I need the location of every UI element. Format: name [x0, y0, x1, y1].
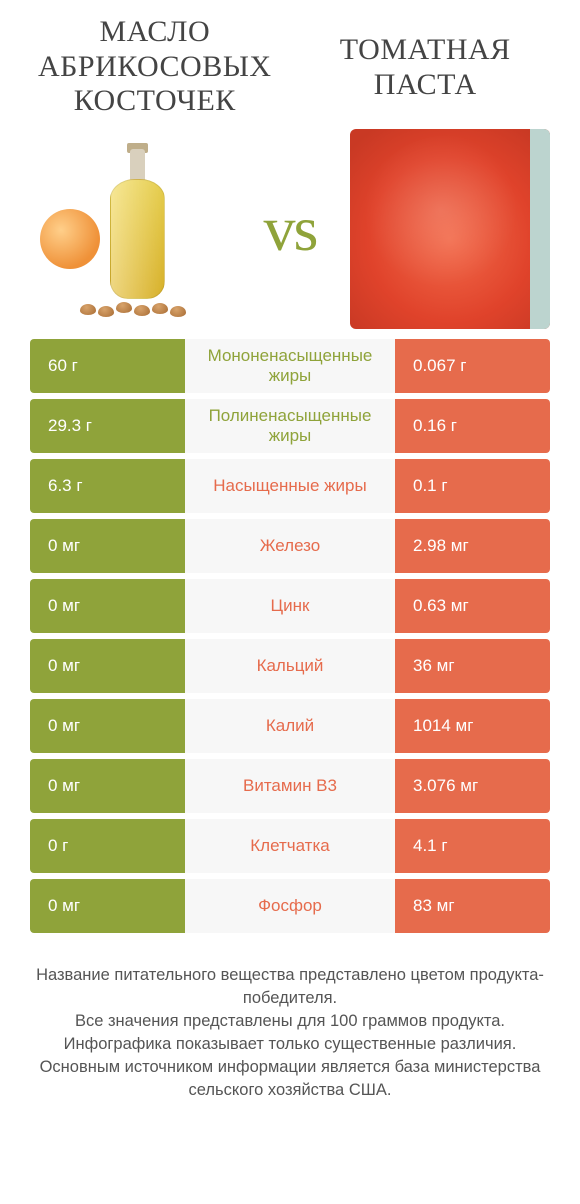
cell-nutrient-label: Полиненасыщенные жиры	[185, 399, 395, 453]
cell-right-value: 0.16 г	[395, 399, 550, 453]
cell-right-value: 83 мг	[395, 879, 550, 933]
vs-label: vs	[264, 192, 317, 266]
cell-right-value: 3.076 мг	[395, 759, 550, 813]
cell-right-value: 4.1 г	[395, 819, 550, 873]
cell-right-value: 2.98 мг	[395, 519, 550, 573]
table-row: 0 мгЖелезо2.98 мг	[30, 519, 550, 573]
cell-nutrient-label: Цинк	[185, 579, 395, 633]
product-left-image	[30, 129, 230, 329]
cell-left-value: 0 мг	[30, 519, 185, 573]
cell-nutrient-label: Кальций	[185, 639, 395, 693]
cell-left-value: 0 мг	[30, 639, 185, 693]
cell-left-value: 6.3 г	[30, 459, 185, 513]
header: МАСЛО АБРИКОСОВЫХ КОСТОЧЕК ТОМАТНАЯ ПАСТ…	[0, 0, 580, 129]
infographic-container: МАСЛО АБРИКОСОВЫХ КОСТОЧЕК ТОМАТНАЯ ПАСТ…	[0, 0, 580, 1204]
footer-line: Название питательного вещества представл…	[25, 964, 555, 1010]
table-row: 0 мгКалий1014 мг	[30, 699, 550, 753]
table-row: 0 мгФосфор83 мг	[30, 879, 550, 933]
footer-notes: Название питательного вещества представл…	[0, 939, 580, 1103]
comparison-table: 60 гМононенасыщенные жиры0.067 г 29.3 гПо…	[0, 339, 580, 939]
footer-line: Инфографика показывает только существенн…	[25, 1033, 555, 1056]
table-row: 6.3 гНасыщенные жиры0.1 г	[30, 459, 550, 513]
cell-nutrient-label: Железо	[185, 519, 395, 573]
cell-nutrient-label: Насыщенные жиры	[185, 459, 395, 513]
cell-right-value: 0.1 г	[395, 459, 550, 513]
images-row: vs	[0, 129, 580, 339]
cell-left-value: 0 мг	[30, 699, 185, 753]
cell-left-value: 60 г	[30, 339, 185, 393]
table-row: 0 гКлетчатка4.1 г	[30, 819, 550, 873]
cell-left-value: 0 мг	[30, 579, 185, 633]
cell-nutrient-label: Фосфор	[185, 879, 395, 933]
table-row: 0 мгВитамин B33.076 мг	[30, 759, 550, 813]
table-row: 29.3 гПолиненасыщенные жиры0.16 г	[30, 399, 550, 453]
product-left-title: МАСЛО АБРИКОСОВЫХ КОСТОЧЕК	[30, 15, 280, 119]
cell-right-value: 0.63 мг	[395, 579, 550, 633]
table-row: 60 гМононенасыщенные жиры0.067 г	[30, 339, 550, 393]
cell-right-value: 0.067 г	[395, 339, 550, 393]
footer-line: Все значения представлены для 100 граммо…	[25, 1010, 555, 1033]
cell-left-value: 0 мг	[30, 879, 185, 933]
cell-left-value: 0 мг	[30, 759, 185, 813]
cell-nutrient-label: Витамин B3	[185, 759, 395, 813]
cell-left-value: 0 г	[30, 819, 185, 873]
table-row: 0 мгКальций36 мг	[30, 639, 550, 693]
product-right-image	[350, 129, 550, 329]
table-row: 0 мгЦинк0.63 мг	[30, 579, 550, 633]
cell-right-value: 1014 мг	[395, 699, 550, 753]
cell-right-value: 36 мг	[395, 639, 550, 693]
cell-left-value: 29.3 г	[30, 399, 185, 453]
cell-nutrient-label: Клетчатка	[185, 819, 395, 873]
footer-line: Основным источником информации является …	[25, 1056, 555, 1102]
cell-nutrient-label: Мононенасыщенные жиры	[185, 339, 395, 393]
cell-nutrient-label: Калий	[185, 699, 395, 753]
product-right-title: ТОМАТНАЯ ПАСТА	[300, 15, 550, 102]
